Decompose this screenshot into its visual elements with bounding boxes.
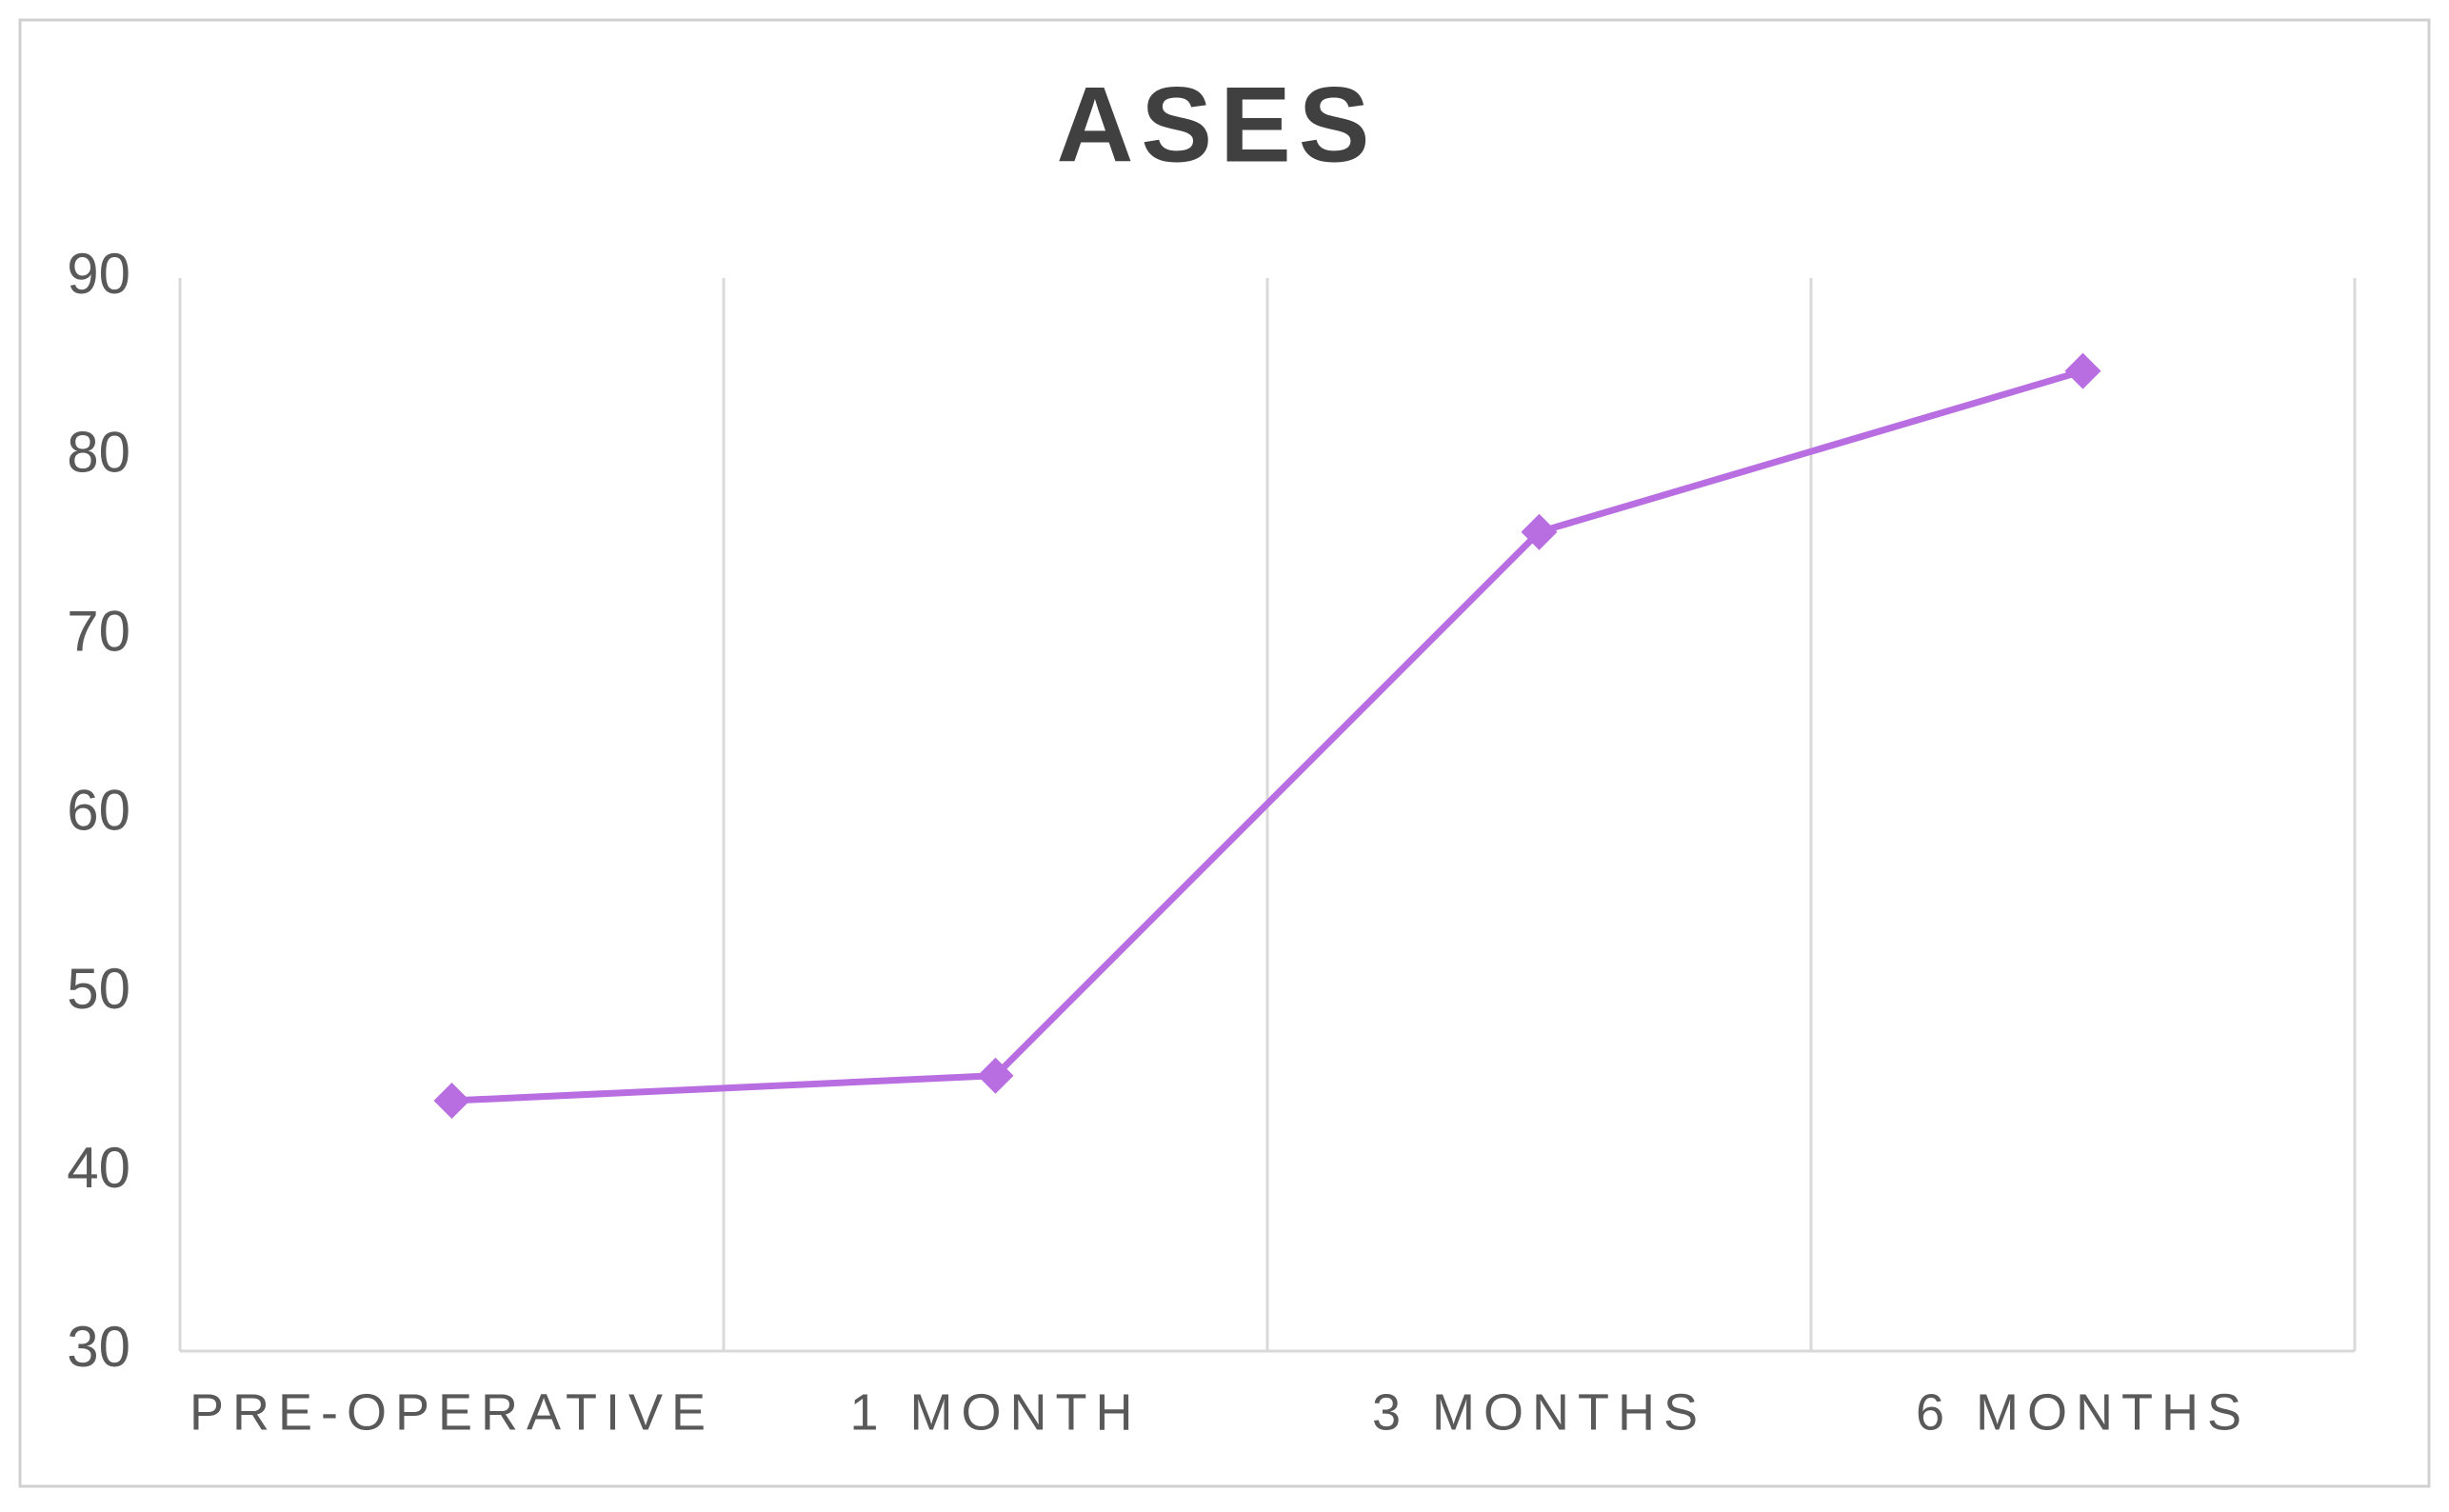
chart-frame (18, 18, 2431, 1488)
y-tick-label: 40 (67, 1136, 130, 1200)
y-tick-label: 30 (67, 1315, 130, 1379)
x-tick-label: 1 MONTH (850, 1383, 1142, 1441)
y-tick-label: 60 (67, 778, 130, 842)
chart-title: ASES (1057, 66, 1378, 185)
x-tick-label: 6 MONTHS (1916, 1383, 2250, 1441)
y-tick-label: 90 (67, 242, 130, 306)
data-point (2064, 352, 2101, 389)
y-tick-label: 50 (67, 957, 130, 1021)
y-tick-label: 70 (67, 600, 130, 664)
x-tick-label: PRE-OPERATIVE (189, 1383, 714, 1441)
series-line (451, 368, 2084, 1104)
data-point (433, 1083, 470, 1120)
y-tick-label: 80 (67, 421, 130, 485)
x-tick-label: 3 MONTHS (1372, 1383, 1706, 1441)
data-point (1521, 513, 1558, 550)
data-point (977, 1057, 1014, 1094)
